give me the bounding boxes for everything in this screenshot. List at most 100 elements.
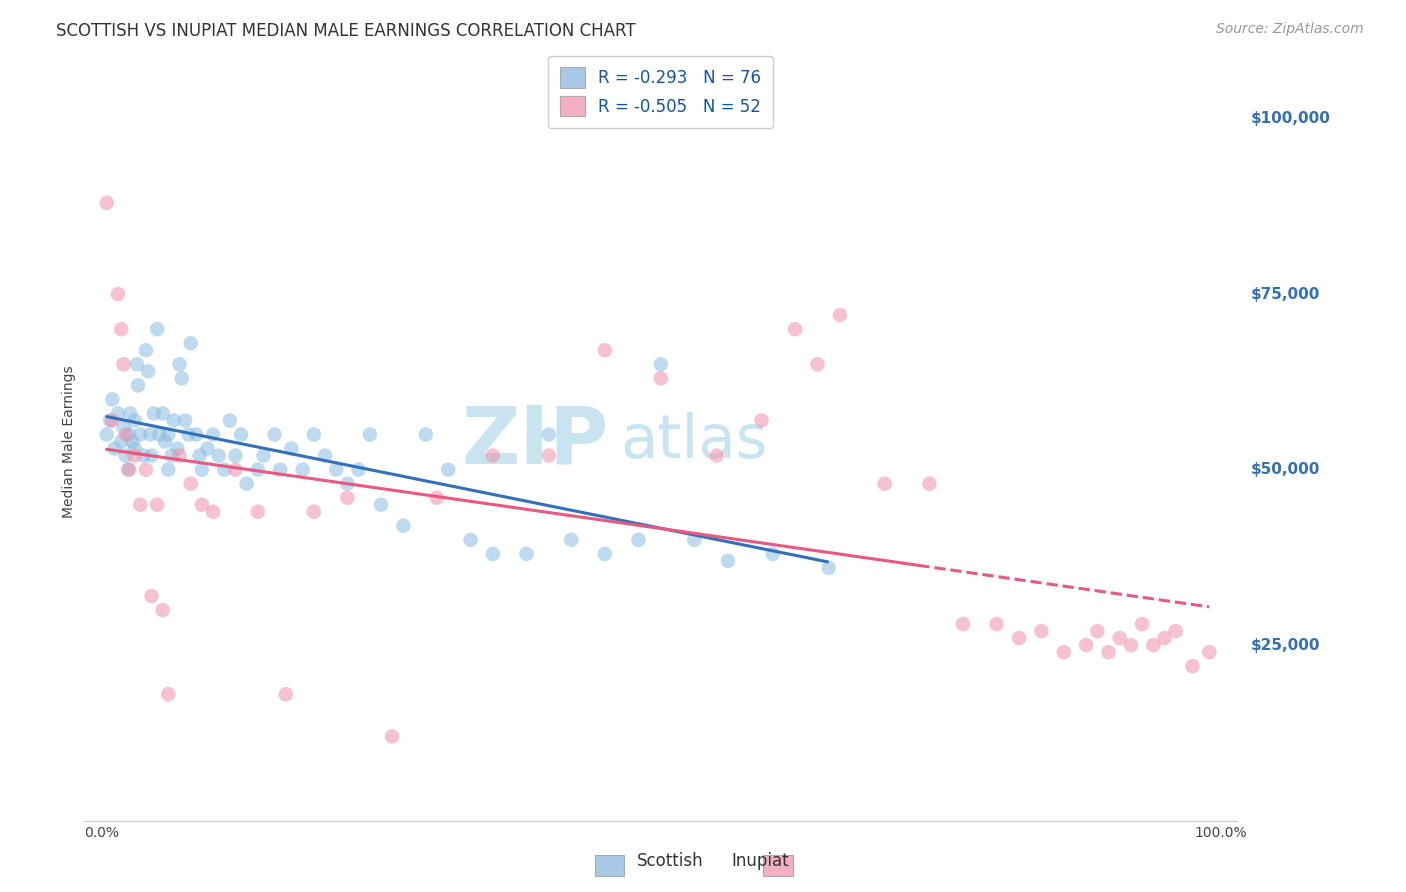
Point [1164, 624, 1187, 639]
Point [1119, 638, 1142, 652]
Point [560, 533, 582, 547]
Point [202, 505, 225, 519]
Point [224, 462, 246, 476]
Point [274, 687, 297, 701]
Point [152, 603, 174, 617]
Point [235, 476, 257, 491]
Point [1153, 631, 1175, 645]
Point [191, 498, 214, 512]
Point [952, 617, 974, 632]
Point [1031, 624, 1053, 639]
Point [828, 308, 851, 322]
Point [706, 449, 728, 463]
Point [139, 427, 162, 442]
Point [112, 420, 135, 434]
Point [96, 427, 118, 442]
Point [650, 357, 672, 371]
Point [163, 413, 186, 427]
Legend: R = -0.293   N = 76, R = -0.505   N = 52: R = -0.293 N = 76, R = -0.505 N = 52 [548, 55, 773, 128]
Point [537, 449, 560, 463]
Y-axis label: Median Male Earnings: Median Male Earnings [62, 365, 76, 518]
Point [717, 554, 740, 568]
FancyBboxPatch shape [595, 855, 624, 876]
Text: ZIP: ZIP [461, 402, 609, 481]
Point [124, 413, 146, 427]
Point [186, 427, 208, 442]
Point [325, 462, 347, 476]
Point [785, 322, 807, 336]
Point [197, 442, 219, 456]
Text: $50,000: $50,000 [1251, 462, 1320, 477]
Point [124, 442, 146, 456]
Point [460, 533, 482, 547]
Point [127, 378, 149, 392]
Point [110, 322, 132, 336]
Point [208, 449, 231, 463]
Point [112, 357, 135, 371]
Text: $100,000: $100,000 [1251, 112, 1331, 126]
Point [302, 505, 325, 519]
Text: Scottish: Scottish [637, 852, 703, 870]
Point [157, 687, 180, 701]
Point [515, 547, 537, 561]
Point [986, 617, 1008, 632]
Point [426, 491, 449, 505]
Point [174, 413, 197, 427]
Point [302, 427, 325, 442]
Point [188, 449, 211, 463]
Text: atlas: atlas [620, 412, 768, 471]
Point [148, 427, 170, 442]
Point [96, 195, 118, 210]
Text: $75,000: $75,000 [1251, 286, 1320, 301]
Point [98, 413, 121, 427]
Point [751, 413, 773, 427]
Point [1198, 645, 1220, 659]
Point [224, 449, 246, 463]
Point [136, 364, 159, 378]
Point [141, 589, 163, 603]
Point [191, 462, 214, 476]
Point [873, 476, 896, 491]
Point [132, 449, 155, 463]
Point [118, 462, 141, 476]
Point [482, 547, 505, 561]
Point [135, 343, 157, 358]
Point [121, 434, 143, 449]
Point [101, 413, 124, 427]
Point [1053, 645, 1076, 659]
Point [103, 442, 125, 456]
Point [169, 357, 191, 371]
Point [202, 427, 225, 442]
FancyBboxPatch shape [763, 855, 793, 876]
Point [214, 462, 236, 476]
Point [269, 462, 291, 476]
Text: SCOTTISH VS INUPIAT MEDIAN MALE EARNINGS CORRELATION CHART: SCOTTISH VS INUPIAT MEDIAN MALE EARNINGS… [56, 22, 636, 40]
Point [135, 462, 157, 476]
Point [177, 427, 200, 442]
Point [650, 371, 672, 385]
Point [347, 462, 370, 476]
Point [593, 343, 616, 358]
Point [806, 357, 828, 371]
Point [370, 498, 392, 512]
Point [141, 449, 163, 463]
Text: Inupiat: Inupiat [731, 852, 789, 870]
Point [146, 322, 169, 336]
Point [170, 371, 193, 385]
Point [627, 533, 650, 547]
Point [120, 407, 142, 421]
Point [415, 427, 437, 442]
Point [252, 449, 274, 463]
Text: Source: ZipAtlas.com: Source: ZipAtlas.com [1216, 22, 1364, 37]
Point [246, 505, 269, 519]
Point [762, 547, 785, 561]
Point [166, 442, 188, 456]
Point [229, 427, 252, 442]
Point [336, 491, 359, 505]
Point [180, 336, 202, 351]
Point [160, 449, 183, 463]
Point [918, 476, 941, 491]
Point [157, 427, 180, 442]
Point [1108, 631, 1130, 645]
Point [101, 392, 124, 407]
